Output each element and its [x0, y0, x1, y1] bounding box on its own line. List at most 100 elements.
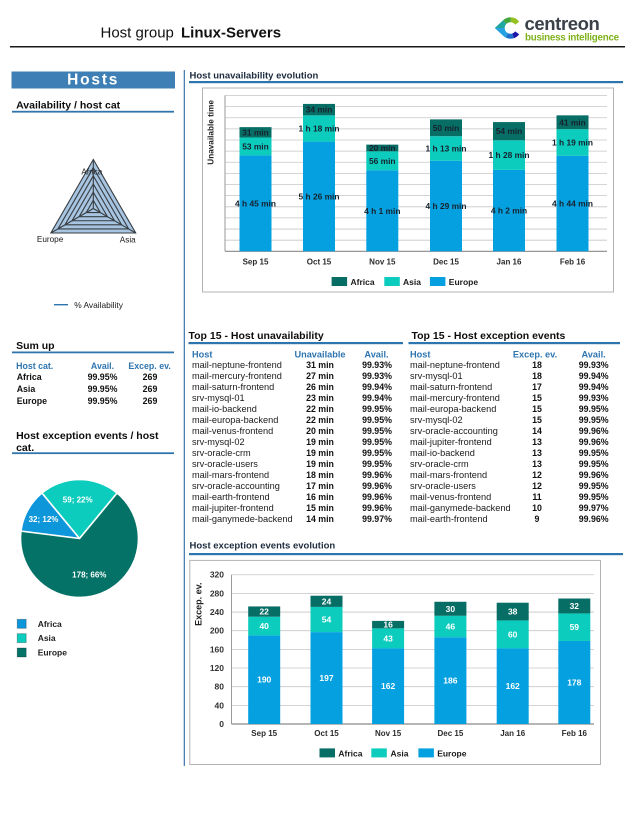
svg-text:24: 24	[322, 596, 332, 606]
svg-text:162: 162	[381, 681, 395, 691]
svg-text:mail-mercury-frontend: mail-mercury-frontend	[192, 371, 282, 381]
svg-text:99.95%: 99.95%	[88, 384, 118, 394]
svg-text:99.96%: 99.96%	[362, 470, 392, 480]
svg-text:99.95%: 99.95%	[88, 396, 118, 406]
svg-text:13: 13	[532, 437, 542, 447]
svg-text:18: 18	[532, 371, 542, 381]
svg-text:186: 186	[443, 676, 457, 686]
svg-text:srv-oracle-accounting: srv-oracle-accounting	[192, 481, 280, 491]
svg-text:40: 40	[259, 621, 269, 631]
svg-text:Avail.: Avail.	[582, 349, 606, 359]
svg-text:Asia: Asia	[120, 236, 136, 245]
svg-text:54 min: 54 min	[496, 126, 523, 136]
svg-text:1 h 28 min: 1 h 28 min	[489, 150, 530, 160]
svg-text:Africa: Africa	[351, 277, 375, 287]
svg-text:Africa: Africa	[38, 619, 62, 629]
svg-text:23 min: 23 min	[306, 393, 334, 403]
svg-text:mail-io-backend: mail-io-backend	[410, 448, 475, 458]
svg-text:99.94%: 99.94%	[362, 382, 392, 392]
svg-text:0: 0	[219, 719, 224, 729]
svg-text:269: 269	[143, 396, 158, 406]
svg-text:centreon: centreon	[525, 13, 600, 34]
svg-text:srv-oracle-crm: srv-oracle-crm	[410, 459, 469, 469]
svg-text:12: 12	[532, 481, 542, 491]
svg-text:Excep. ev.: Excep. ev.	[128, 361, 170, 371]
svg-text:1 h 19 min: 1 h 19 min	[552, 137, 593, 147]
svg-text:99.96%: 99.96%	[362, 481, 392, 491]
svg-text:99.95%: 99.95%	[579, 481, 609, 491]
svg-text:27 min: 27 min	[306, 371, 334, 381]
svg-text:1 h 13 min: 1 h 13 min	[426, 144, 467, 154]
svg-text:59: 59	[570, 622, 580, 632]
svg-text:15: 15	[532, 404, 542, 414]
svg-text:18: 18	[532, 360, 542, 370]
svg-text:10: 10	[532, 503, 542, 513]
svg-text:mail-saturn-frontend: mail-saturn-frontend	[410, 382, 492, 392]
svg-text:Asia: Asia	[403, 277, 421, 287]
svg-text:99.94%: 99.94%	[579, 382, 609, 392]
svg-text:15: 15	[532, 393, 542, 403]
svg-text:mail-europa-backend: mail-europa-backend	[192, 415, 278, 425]
svg-text:mail-earth-frontend: mail-earth-frontend	[410, 514, 488, 524]
svg-text:Host: Host	[410, 349, 430, 359]
svg-text:320: 320	[210, 570, 224, 580]
svg-text:mail-mars-frontend: mail-mars-frontend	[410, 470, 487, 480]
svg-text:Africa: Africa	[81, 168, 102, 177]
svg-text:162: 162	[506, 681, 520, 691]
svg-text:120: 120	[210, 663, 224, 673]
svg-text:269: 269	[143, 372, 158, 382]
svg-text:99.96%: 99.96%	[362, 492, 392, 502]
svg-text:1 h 18 min: 1 h 18 min	[299, 124, 340, 134]
svg-text:13: 13	[532, 448, 542, 458]
svg-text:Feb 16: Feb 16	[562, 729, 588, 738]
svg-text:srv-oracle-users: srv-oracle-users	[410, 481, 476, 491]
svg-text:34 min: 34 min	[306, 105, 333, 115]
svg-text:9: 9	[535, 514, 540, 524]
svg-text:srv-mysql-01: srv-mysql-01	[192, 393, 245, 403]
svg-text:43: 43	[383, 633, 393, 643]
svg-text:14 min: 14 min	[306, 514, 334, 524]
svg-text:Linux-Servers: Linux-Servers	[181, 25, 281, 42]
svg-text:Avail.: Avail.	[91, 361, 114, 371]
svg-text:11: 11	[532, 492, 541, 502]
svg-text:4 h 29 min: 4 h 29 min	[426, 201, 467, 211]
svg-text:mail-europa-backend: mail-europa-backend	[410, 404, 496, 414]
svg-text:30: 30	[446, 604, 456, 614]
svg-text:99.97%: 99.97%	[362, 514, 392, 524]
svg-text:business intelligence: business intelligence	[525, 33, 620, 44]
svg-text:srv-mysql-02: srv-mysql-02	[192, 437, 245, 447]
svg-text:mail-earth-frontend: mail-earth-frontend	[192, 492, 270, 502]
svg-text:16 min: 16 min	[306, 492, 334, 502]
svg-text:99.97%: 99.97%	[579, 503, 609, 513]
svg-text:99.95%: 99.95%	[579, 448, 609, 458]
svg-text:200: 200	[210, 626, 224, 636]
svg-text:20 min: 20 min	[306, 426, 334, 436]
svg-text:22 min: 22 min	[306, 415, 334, 425]
svg-text:Europe: Europe	[437, 749, 467, 759]
svg-text:Asia: Asia	[17, 384, 36, 394]
svg-text:Jan 16: Jan 16	[497, 258, 522, 267]
svg-text:17 min: 17 min	[306, 481, 334, 491]
svg-text:80: 80	[215, 682, 225, 692]
svg-text:19 min: 19 min	[306, 437, 334, 447]
svg-text:22 min: 22 min	[306, 404, 334, 414]
svg-text:178; 66%: 178; 66%	[72, 571, 106, 580]
svg-text:18 min: 18 min	[306, 470, 334, 480]
svg-text:mail-saturn-frontend: mail-saturn-frontend	[192, 382, 274, 392]
svg-text:4 h 2 min: 4 h 2 min	[491, 206, 527, 216]
svg-text:32; 12%: 32; 12%	[29, 515, 59, 524]
svg-text:Excep. ev.: Excep. ev.	[513, 349, 557, 359]
svg-text:Unavailable time: Unavailable time	[207, 100, 216, 165]
svg-text:Sum up: Sum up	[16, 340, 55, 352]
svg-text:19 min: 19 min	[306, 459, 334, 469]
svg-text:mail-mercury-frontend: mail-mercury-frontend	[410, 393, 500, 403]
svg-text:240: 240	[210, 607, 224, 617]
svg-text:4 h 44 min: 4 h 44 min	[552, 199, 593, 209]
svg-text:99.95%: 99.95%	[362, 459, 392, 469]
svg-text:26 min: 26 min	[306, 382, 334, 392]
svg-text:mail-jupiter-frontend: mail-jupiter-frontend	[410, 437, 492, 447]
svg-text:99.96%: 99.96%	[362, 503, 392, 513]
svg-text:Europe: Europe	[17, 396, 47, 406]
svg-text:Host cat.: Host cat.	[16, 361, 53, 371]
svg-text:99.95%: 99.95%	[88, 372, 118, 382]
